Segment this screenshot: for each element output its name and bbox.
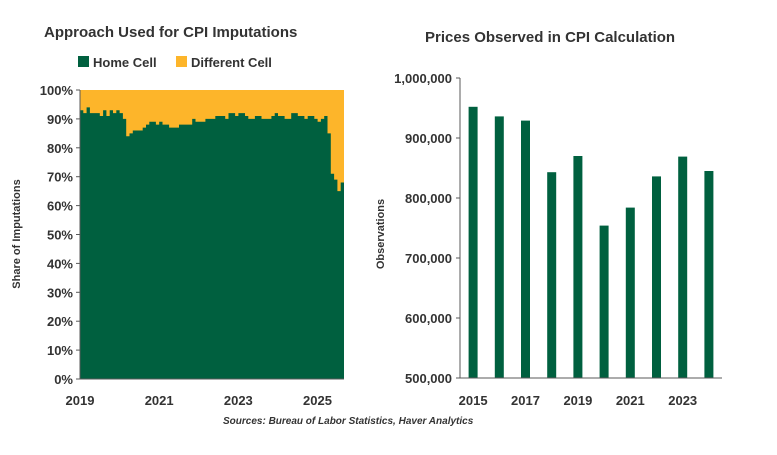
- right-y-tick-label: 900,000: [405, 131, 452, 146]
- right-plot-area: [468, 106, 714, 379]
- bar-2022: [652, 176, 661, 378]
- left-x-tick-label: 2021: [145, 393, 174, 408]
- bar-2024: [704, 171, 714, 378]
- right-y-tick-label: 800,000: [405, 191, 452, 206]
- right-x-tick-label: 2019: [563, 393, 592, 408]
- bar-2023: [678, 156, 688, 378]
- left-y-tick-label: 40%: [47, 256, 73, 271]
- source-note: Sources: Bureau of Labor Statistics, Hav…: [223, 416, 474, 427]
- bar-2017: [521, 120, 530, 378]
- right-x-tick-label: 2015: [459, 393, 488, 408]
- left-y-tick-label: 30%: [47, 285, 73, 300]
- legend-label-different-cell: Different Cell: [191, 55, 272, 70]
- left-y-tick-label: 70%: [47, 170, 73, 185]
- left-x-tick-label: 2019: [66, 393, 95, 408]
- right-y-tick-label: 700,000: [405, 251, 452, 266]
- left-y-axis-label: Share of Imputations: [11, 179, 23, 288]
- right-x-tick-label: 2021: [616, 393, 645, 408]
- left-y-tick-label: 10%: [47, 343, 73, 358]
- legend-swatch-different-cell: [176, 56, 187, 67]
- bar-2021: [625, 207, 635, 378]
- bar-2018: [547, 172, 557, 378]
- left-y-tick-label: 20%: [47, 314, 73, 329]
- left-y-tick-label: 90%: [47, 112, 73, 127]
- left-y-tick-label: 100%: [40, 83, 74, 98]
- right-chart-title: Prices Observed in CPI Calculation: [425, 29, 675, 46]
- left-legend: Home Cell Different Cell: [78, 55, 272, 70]
- left-x-tick-label: 2025: [303, 393, 332, 408]
- right-x-tick-label: 2023: [668, 393, 697, 408]
- legend-label-home-cell: Home Cell: [93, 55, 157, 70]
- left-y-tick-label: 0%: [54, 372, 73, 387]
- right-y-tick-label: 600,000: [405, 311, 452, 326]
- right-x-tick-label: 2017: [511, 393, 540, 408]
- left-x-tick-label: 2023: [224, 393, 253, 408]
- bar-2015: [468, 106, 478, 379]
- right-y-tick-label: 500,000: [405, 371, 452, 386]
- legend-swatch-home-cell: [78, 56, 89, 67]
- right-y-tick-label: 1,000,000: [394, 71, 452, 86]
- left-plot-area: [80, 90, 344, 379]
- left-axes: 0% 10% 20% 30% 40% 50% 60% 70% 80% 90% 100% 2019 202…: [40, 83, 344, 408]
- right-axes: 500,000 600,000 700,000 800,000 900,000 1,000…: [394, 71, 722, 408]
- left-chart-title: Approach Used for CPI Imputations: [44, 24, 297, 41]
- left-y-tick-label: 80%: [47, 141, 73, 156]
- series-home-cell-area: [80, 107, 344, 379]
- right-y-axis-label: Observations: [375, 199, 387, 269]
- bar-2016: [494, 116, 504, 379]
- left-y-tick-label: 50%: [47, 228, 73, 243]
- left-y-tick-label: 60%: [47, 199, 73, 214]
- bar-2019: [573, 156, 583, 378]
- bar-2020: [599, 225, 609, 378]
